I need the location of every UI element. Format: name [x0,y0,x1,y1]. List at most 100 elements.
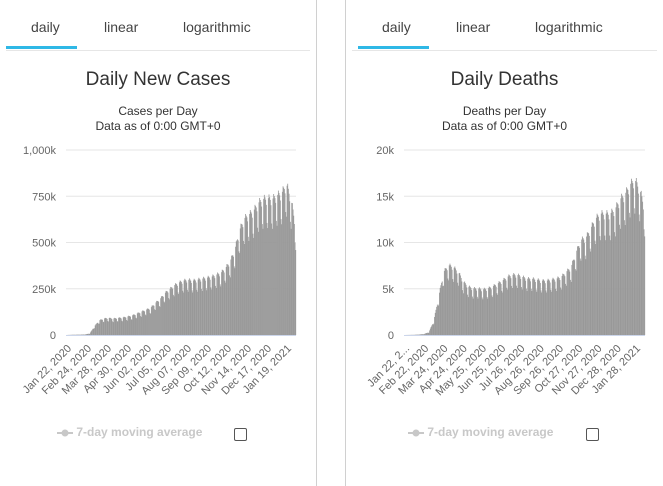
bar [222,270,224,335]
bar [286,185,288,335]
bar [497,283,499,335]
bar [561,276,563,335]
chart-panel-deaths: daily linear logarithmic Daily Deaths De… [346,0,663,486]
bar [519,276,521,335]
bar [563,274,565,335]
bar [261,206,263,335]
bar [489,287,491,335]
bar [567,268,569,335]
bar [604,235,606,335]
y-tick-label: 20k [376,145,394,157]
bar [490,287,492,335]
bar [527,278,529,335]
bar [555,288,557,335]
bar [616,202,618,335]
bar [187,289,188,335]
bar [499,281,501,335]
moving-average-checkbox[interactable] [586,428,599,441]
bar [272,198,274,335]
bar [198,277,200,335]
bar [223,270,224,335]
bar [226,264,228,335]
bar [515,277,517,335]
bar [218,274,220,335]
bar [293,215,295,335]
bar [528,277,529,335]
bar [518,275,520,335]
bar [495,285,496,335]
bar [197,279,199,335]
bar [451,269,453,335]
bar [247,221,249,335]
bar [152,305,154,335]
bar [96,323,97,335]
legend-item-moving-average[interactable]: 7-day moving average [57,425,202,439]
bar [592,222,594,335]
bar [98,323,100,335]
moving-average-checkbox[interactable] [234,428,247,441]
tab-daily[interactable]: daily [382,19,411,35]
bar [132,314,134,335]
bar [225,267,227,335]
y-tick-label: 750k [32,191,56,203]
chart-tabs: daily linear logarithmic [352,0,657,51]
tab-logarithmic[interactable]: logarithmic [183,19,251,35]
bar [641,196,643,335]
bar [611,208,613,335]
bar [124,317,126,335]
bar [598,216,599,335]
chart-subtitle-date: Data as of 0:00 GMT+0 [95,119,221,133]
bar [224,280,226,335]
bar [126,320,128,335]
bar [245,213,247,335]
bar [229,277,231,335]
bar [493,284,495,335]
bar [210,287,212,335]
bar [478,287,480,335]
bar [607,214,609,335]
bar [626,188,628,335]
bar [241,224,242,335]
bar [194,279,196,335]
legend-item-moving-average[interactable]: 7-day moving average [408,425,553,439]
bar [481,297,483,335]
bar [264,197,266,335]
bar [603,219,605,336]
tab-logarithmic[interactable]: logarithmic [535,19,603,35]
bar [191,282,192,335]
bar [477,298,479,335]
panel-divider [316,0,317,486]
bar [600,240,602,335]
bar [85,334,87,335]
bar [506,287,508,335]
bar [464,283,466,335]
bar [538,279,540,335]
bar [150,313,152,335]
bar [503,277,505,335]
bar [164,302,166,335]
bar [444,268,446,335]
bar [267,198,269,335]
bar [564,276,566,335]
tab-linear[interactable]: linear [456,19,491,35]
bar [570,279,571,335]
bar [207,275,209,335]
bar [147,308,149,335]
bar [154,309,156,335]
bar [471,296,473,335]
bar [436,306,438,335]
bar [188,279,190,335]
bar [271,223,273,335]
bar [225,282,226,335]
bar [156,300,158,335]
bar [517,275,519,335]
bar [440,285,442,335]
y-tick-label: 0 [388,330,394,342]
bar [584,255,586,335]
bar [251,213,253,335]
bar [183,292,184,335]
bar [259,197,261,335]
tab-linear[interactable]: linear [104,19,139,35]
tab-daily[interactable]: daily [31,19,60,35]
chart-title: Daily New Cases [85,69,231,90]
